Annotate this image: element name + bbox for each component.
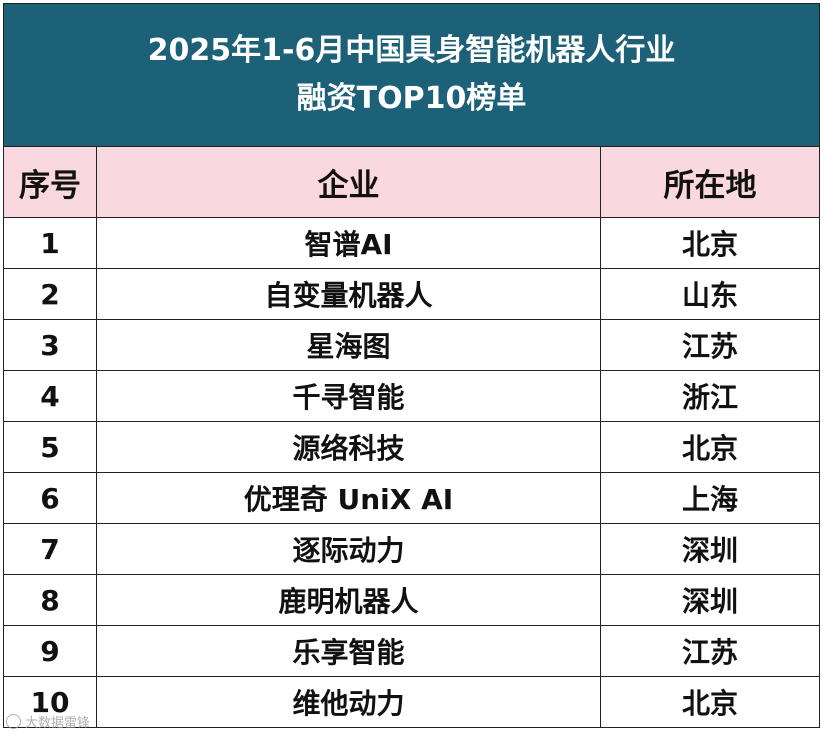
company-cell: 源络科技 bbox=[96, 421, 601, 473]
header-company: 企业 bbox=[96, 146, 601, 218]
ranking-table: 2025年1-6月中国具身智能机器人行业 融资TOP10榜单 序号 企业 所在地… bbox=[3, 3, 820, 728]
location-cell: 北京 bbox=[600, 676, 820, 728]
company-cell: 优理奇 UniX AI bbox=[96, 472, 601, 524]
location-cell: 山东 bbox=[600, 268, 820, 320]
rank-cell: 8 bbox=[3, 574, 97, 626]
company-cell: 星海图 bbox=[96, 319, 601, 371]
rank-cell: 4 bbox=[3, 370, 97, 422]
location-cell: 江苏 bbox=[600, 625, 820, 677]
header-rank: 序号 bbox=[3, 146, 97, 218]
location-cell: 上海 bbox=[600, 472, 820, 524]
location-cell: 北京 bbox=[600, 421, 820, 473]
company-cell: 乐享智能 bbox=[96, 625, 601, 677]
rank-cell: 9 bbox=[3, 625, 97, 677]
table-row: 7 逐际动力 深圳 bbox=[3, 523, 820, 575]
rank-cell: 7 bbox=[3, 523, 97, 575]
table-row: 2 自变量机器人 山东 bbox=[3, 268, 820, 320]
company-cell: 维他动力 bbox=[96, 676, 601, 728]
table-title: 2025年1-6月中国具身智能机器人行业 融资TOP10榜单 bbox=[3, 3, 820, 147]
title-line-1: 2025年1-6月中国具身智能机器人行业 bbox=[147, 33, 676, 68]
table-row: 3 星海图 江苏 bbox=[3, 319, 820, 371]
table-row: 5 源络科技 北京 bbox=[3, 421, 820, 473]
table-row: 6 优理奇 UniX AI 上海 bbox=[3, 472, 820, 524]
location-cell: 北京 bbox=[600, 217, 820, 269]
title-row: 2025年1-6月中国具身智能机器人行业 融资TOP10榜单 bbox=[3, 3, 820, 147]
rank-cell: 6 bbox=[3, 472, 97, 524]
header-location: 所在地 bbox=[600, 146, 820, 218]
table-row: 9 乐享智能 江苏 bbox=[3, 625, 820, 677]
company-cell: 鹿明机器人 bbox=[96, 574, 601, 626]
location-cell: 深圳 bbox=[600, 523, 820, 575]
company-cell: 千寻智能 bbox=[96, 370, 601, 422]
title-line-2: 融资TOP10榜单 bbox=[296, 81, 527, 116]
company-cell: 智谱AI bbox=[96, 217, 601, 269]
rank-cell: 2 bbox=[3, 268, 97, 320]
rank-cell: 5 bbox=[3, 421, 97, 473]
header-row: 序号 企业 所在地 bbox=[3, 146, 820, 218]
table-row: 8 鹿明机器人 深圳 bbox=[3, 574, 820, 626]
location-cell: 深圳 bbox=[600, 574, 820, 626]
table-row: 1 智谱AI 北京 bbox=[3, 217, 820, 269]
rank-cell: 10 bbox=[3, 676, 97, 728]
company-cell: 逐际动力 bbox=[96, 523, 601, 575]
rank-cell: 1 bbox=[3, 217, 97, 269]
location-cell: 江苏 bbox=[600, 319, 820, 371]
company-cell: 自变量机器人 bbox=[96, 268, 601, 320]
rank-cell: 3 bbox=[3, 319, 97, 371]
table-row: 4 千寻智能 浙江 bbox=[3, 370, 820, 422]
table-row: 10 维他动力 北京 bbox=[3, 676, 820, 728]
location-cell: 浙江 bbox=[600, 370, 820, 422]
